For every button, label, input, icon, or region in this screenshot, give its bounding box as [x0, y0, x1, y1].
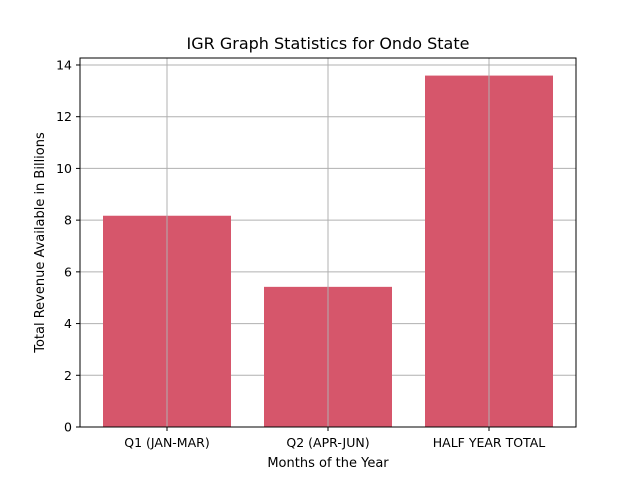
- plot-frame: [79, 57, 577, 428]
- y-tick-label: 10: [56, 161, 72, 176]
- y-tick-label: 2: [64, 368, 72, 383]
- x-tick-label: Q1 (JAN-MAR): [124, 435, 209, 450]
- y-tick-label: 8: [64, 213, 72, 228]
- y-tick-label: 6: [64, 264, 72, 279]
- y-tick-label: 12: [56, 109, 72, 124]
- x-tick-label: HALF YEAR TOTAL: [433, 435, 546, 450]
- x-axis-label: Months of the Year: [267, 456, 389, 471]
- x-tick-label: Q2 (APR-JUN): [286, 435, 369, 450]
- chart-title: IGR Graph Statistics for Ondo State: [187, 34, 470, 53]
- vertical-grid-lines: [166, 58, 490, 427]
- y-axis-label: Total Revenue Available in Billions: [33, 132, 48, 354]
- y-tick-label: 14: [56, 57, 72, 72]
- y-tick-label: 4: [64, 316, 72, 331]
- axis-ticks: 0 2 4 6 8 10 12 14 Q1 (JAN-MAR) Q2 (APR-JUN) HALF …: [56, 57, 545, 450]
- y-tick-label: 0: [64, 420, 72, 435]
